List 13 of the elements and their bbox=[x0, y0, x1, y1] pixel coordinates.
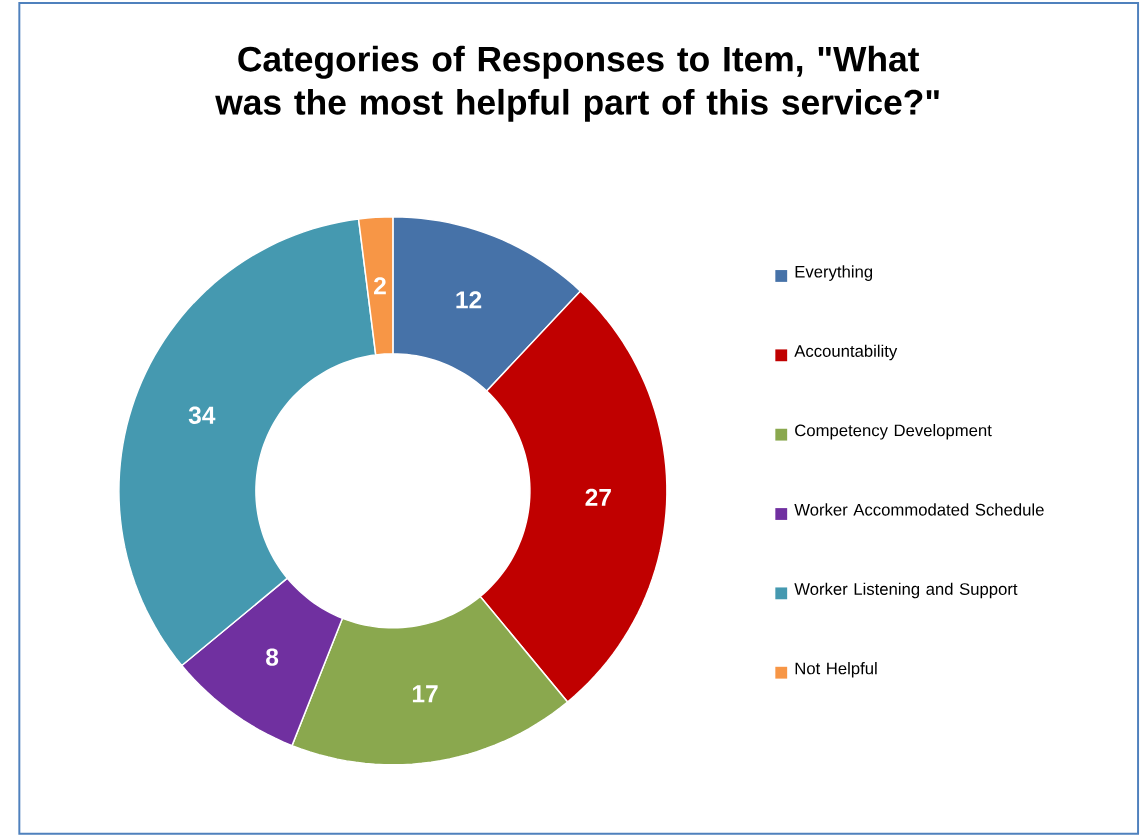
data-label: 17 bbox=[412, 685, 438, 703]
data-label: 27 bbox=[585, 488, 611, 506]
data-label: 12 bbox=[456, 291, 482, 309]
legend-label: Accountability bbox=[794, 344, 898, 361]
data-label: 2 bbox=[374, 277, 386, 295]
chart-title: Categories of Responses to Item, "What was the most helpful part of this service?" bbox=[215, 45, 939, 122]
data-label: 34 bbox=[188, 406, 216, 424]
data-label: 8 bbox=[266, 648, 279, 666]
legend-label: Not Helpful bbox=[795, 662, 877, 678]
legend-label: Competency Development bbox=[795, 424, 992, 440]
legend-label: Worker Accommodated Schedule bbox=[794, 503, 1044, 516]
legend-label: Everything bbox=[795, 265, 873, 281]
legend-label: Worker Listening and Support bbox=[794, 582, 1018, 599]
